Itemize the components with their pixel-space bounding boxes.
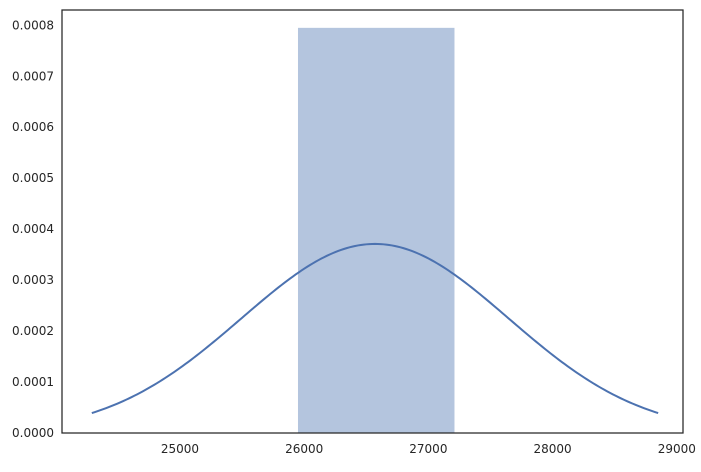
y-tick-label: 0.0006 (12, 120, 54, 134)
y-tick-label: 0.0002 (12, 324, 54, 338)
kde-layer (91, 242, 659, 415)
x-tick-label: 27000 (409, 442, 447, 456)
bars-layer (297, 27, 455, 434)
y-tick-label: 0.0003 (12, 273, 54, 287)
y-tick-label: 0.0007 (12, 69, 54, 83)
y-tick-label: 0.0001 (12, 375, 54, 389)
x-axis-ticks: 25000 26000 27000 28000 29000 (161, 442, 696, 456)
x-tick-label: 29000 (658, 442, 696, 456)
y-tick-label: 0.0000 (12, 426, 54, 440)
x-tick-label: 25000 (161, 442, 199, 456)
y-axis-ticks: 0.0000 0.0001 0.0002 0.0003 0.0004 0.0005 0.00… (12, 18, 54, 440)
x-tick-label: 28000 (533, 442, 571, 456)
histogram-bar-0 (297, 27, 455, 434)
y-tick-label: 0.0004 (12, 222, 54, 236)
axes-frame (61, 9, 684, 434)
x-tick-label: 26000 (285, 442, 323, 456)
y-tick-label: 0.0008 (12, 18, 54, 32)
y-tick-label: 0.0005 (12, 171, 54, 185)
kde-line (91, 242, 659, 415)
